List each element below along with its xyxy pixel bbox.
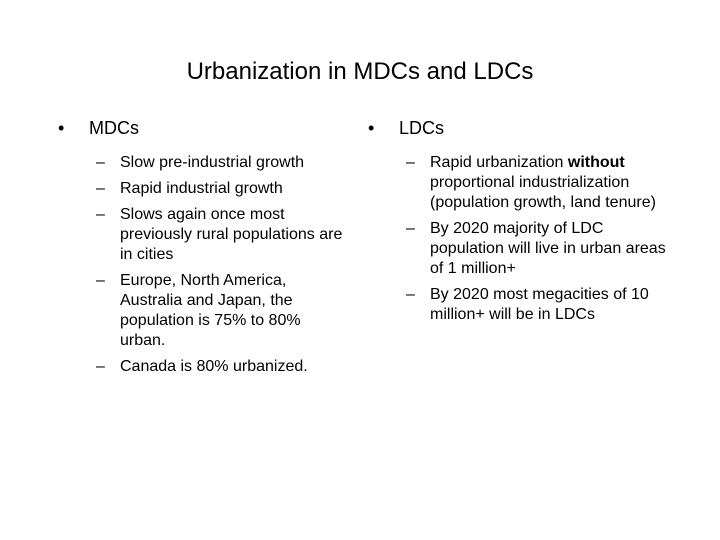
mdc-column: • MDCs – Slow pre-industrial growth – Rapi… (58, 118, 348, 383)
ldc-heading: LDCs (399, 118, 445, 138)
list-item: – Rapid urbanization without proportional… (406, 154, 656, 211)
emphasis-without: without (567, 154, 625, 171)
list-item: – Slow pre-industrial growth (96, 154, 305, 171)
list-item: – Europe, North America, Australia and Ja… (96, 272, 301, 349)
list-item: – Slows again once most previously rural … (96, 206, 343, 263)
list-item: – Canada is 80% urbanized. (96, 358, 308, 375)
list-item: – By 2020 most megacities of 10 million+ … (406, 286, 649, 323)
mdc-heading: MDCs (89, 118, 139, 138)
ldc-list: – Rapid urbanization without proportional… (368, 153, 668, 325)
mdc-bullet: • MDCs (58, 118, 348, 139)
ldc-bullet: • LDCs (368, 118, 668, 139)
list-item: – Rapid industrial growth (96, 180, 283, 197)
mdc-list: – Slow pre-industrial growth – Rapid indus… (58, 153, 348, 377)
bullet-marker: • (368, 118, 375, 138)
ldc-column: • LDCs – Rapid urbanization without propo… (368, 118, 668, 331)
bullet-marker: • (58, 118, 65, 138)
slide-title: Urbanization in MDCs and LDCs (186, 58, 534, 85)
list-item: – By 2020 majority of LDC population will… (406, 220, 666, 277)
